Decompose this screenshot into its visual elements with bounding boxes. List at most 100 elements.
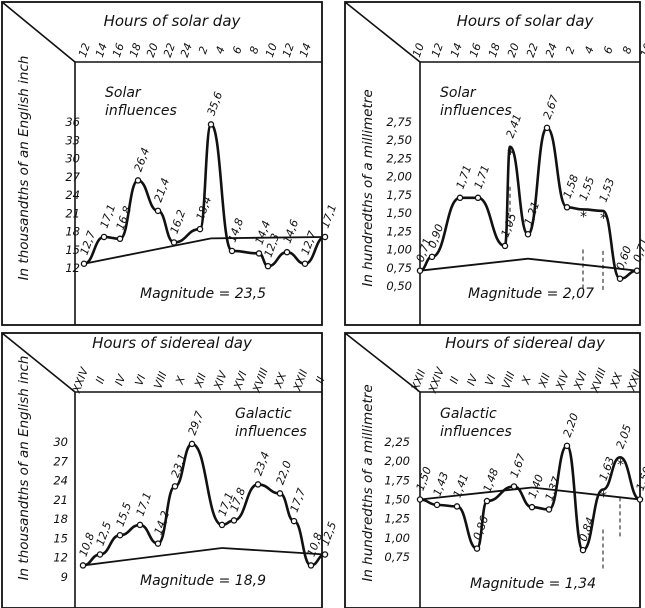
panel3-point-9 [254,481,262,488]
panel1-xtick-11: 10 [263,41,280,59]
panel3-annotation-0: Galactic [235,406,292,422]
panel2-point-4 [501,242,509,250]
panel4-point-3 [473,545,481,552]
panel3-point-5 [171,483,179,490]
panel2-point-2 [456,194,464,202]
panel3-point-label-10: 22,0 [274,459,295,486]
panel2-point-12 [633,267,641,274]
panel3-corner-diagonal [1,332,76,393]
panel3-ytick-5: 24 [53,474,68,488]
panel1-xtick-6: 24 [178,41,195,59]
panel1-point-label-12: 12,7 [299,229,320,256]
panel1-series-line [83,123,326,268]
panel2-xtick-3: 16 [467,41,484,59]
panel1-ytick-7: 33 [65,133,80,147]
panel1-xtick-13: 14 [297,41,314,59]
panel1-xtick-7: 2 [196,45,211,56]
panel2-point-label-4: 1,05 [499,211,520,238]
panel1-ytick-8: 36 [65,115,80,129]
panel4-xtick-3: IV [465,372,481,388]
panel4-point-2 [453,503,461,510]
panel4-ytick-1: 1,00 [384,531,410,545]
panel3-xtick-8: XVI [231,369,250,392]
panel4-point-1 [433,501,441,509]
panel3-xtick-1: II [93,375,107,386]
panel3-xtick-6: XII [192,371,209,390]
panel4-xtick-4: VI [483,373,499,388]
panel1-point-label-5: 16,2 [168,208,189,235]
panel3-point-3 [136,521,144,529]
panel4-star-10: * [600,490,607,506]
panel4-xtick-5: VIII [499,370,517,391]
panel1-ytick-0: 12 [65,261,80,275]
panel4-point-label-3: 0,86 [471,514,492,541]
panel2-star-10: * [600,211,607,227]
panel1-point-0 [80,260,88,267]
panel4-point-7 [545,506,553,513]
panel1-point-11 [283,248,291,256]
panel1-ytick-6: 30 [65,152,80,166]
panel2-xtick-8: 2 [563,45,578,56]
panel2-star-5: * [507,147,514,163]
panel3-point-label-9: 23,4 [252,450,273,477]
panel4-annotation-0: Galactic [440,406,497,422]
panel2-annotation-1: influences [440,103,512,119]
panel1-point-4 [154,207,162,215]
panel3-trend-line-b [221,547,326,556]
panel3-ytick-3: 18 [53,512,68,526]
panel2-xtick-12: 10 [638,41,645,59]
panel3-annotation-1: influences [235,424,307,440]
panel1-title: Hours of solar day [104,12,242,30]
panel4-trend-line-b [531,486,641,501]
panel1-point-10 [264,262,272,270]
panel1-point-12 [301,260,309,267]
panel4-ytick-0: 0,75 [384,550,410,564]
panel3-series-line [82,442,326,567]
panel1-point-label-11: 14,6 [281,218,302,245]
panel3-point-1 [96,551,104,558]
panel2-point-6 [524,230,532,238]
panel3-ytick-6: 27 [53,454,68,468]
panel2-ytick-6: 2,00 [386,170,412,184]
panel1-xtick-5: 22 [161,41,178,59]
panel3-ytick-4: 21 [53,493,68,507]
panel3-point-label-2: 15,5 [114,501,135,528]
panel1-trend-line-a [83,237,212,265]
panel1-xtick-4: 20 [144,41,161,59]
panel3-point-11 [290,517,298,525]
panel2-xtick-11: 8 [620,45,635,56]
panel4-point-label-7: 1,37 [543,475,564,502]
panel3-point-label-11: 17,7 [288,487,309,514]
panel1-point-label-3: 26,4 [132,146,153,173]
panel1-trend-line-b [210,236,326,240]
panel4-title: Hours of sidereal day [445,334,606,352]
panel3-trend-line-a [82,547,223,567]
panel3-point-7 [218,521,226,529]
panel2-xtick-2: 14 [448,41,465,59]
panel2-ytick-9: 2,75 [386,115,412,129]
panel2-xtick-10: 6 [601,45,616,56]
panel2-ytick-2: 1,00 [386,243,412,257]
panel2-corner-diagonal [344,1,421,63]
panel1-ylabel: In thousandths of an English inch [16,56,32,281]
panel1-point-3 [134,177,142,184]
panel4-point-label-11: 2,05 [614,423,635,450]
panel1-xtick-12: 12 [280,41,297,59]
panel2-xtick-0: 10 [410,41,427,59]
panel4-point-label-8: 2,20 [561,411,582,438]
panel3-point-label-3: 17,1 [134,490,155,517]
panel4-xtick-2: II [447,375,461,386]
panel2-point-label-3: 1,71 [472,163,493,190]
panel2-point-7 [543,124,551,132]
panel4-point-5 [510,483,518,490]
panel2-point-1 [428,253,436,261]
panel2-ytick-7: 2,25 [386,151,412,165]
panel4-ytick-2: 1,25 [384,512,410,526]
panel3-point-label-5: 23,1 [169,452,190,479]
panel1-magnitude: Magnitude = 23,5 [140,286,266,302]
panel1-xtick-3: 18 [127,41,144,59]
panel4-annotation-1: influences [440,424,512,440]
panel3-point-8 [230,517,238,524]
panel3-magnitude: Magnitude = 18,9 [140,573,266,589]
panel1-point-label-4: 21,4 [152,176,173,203]
